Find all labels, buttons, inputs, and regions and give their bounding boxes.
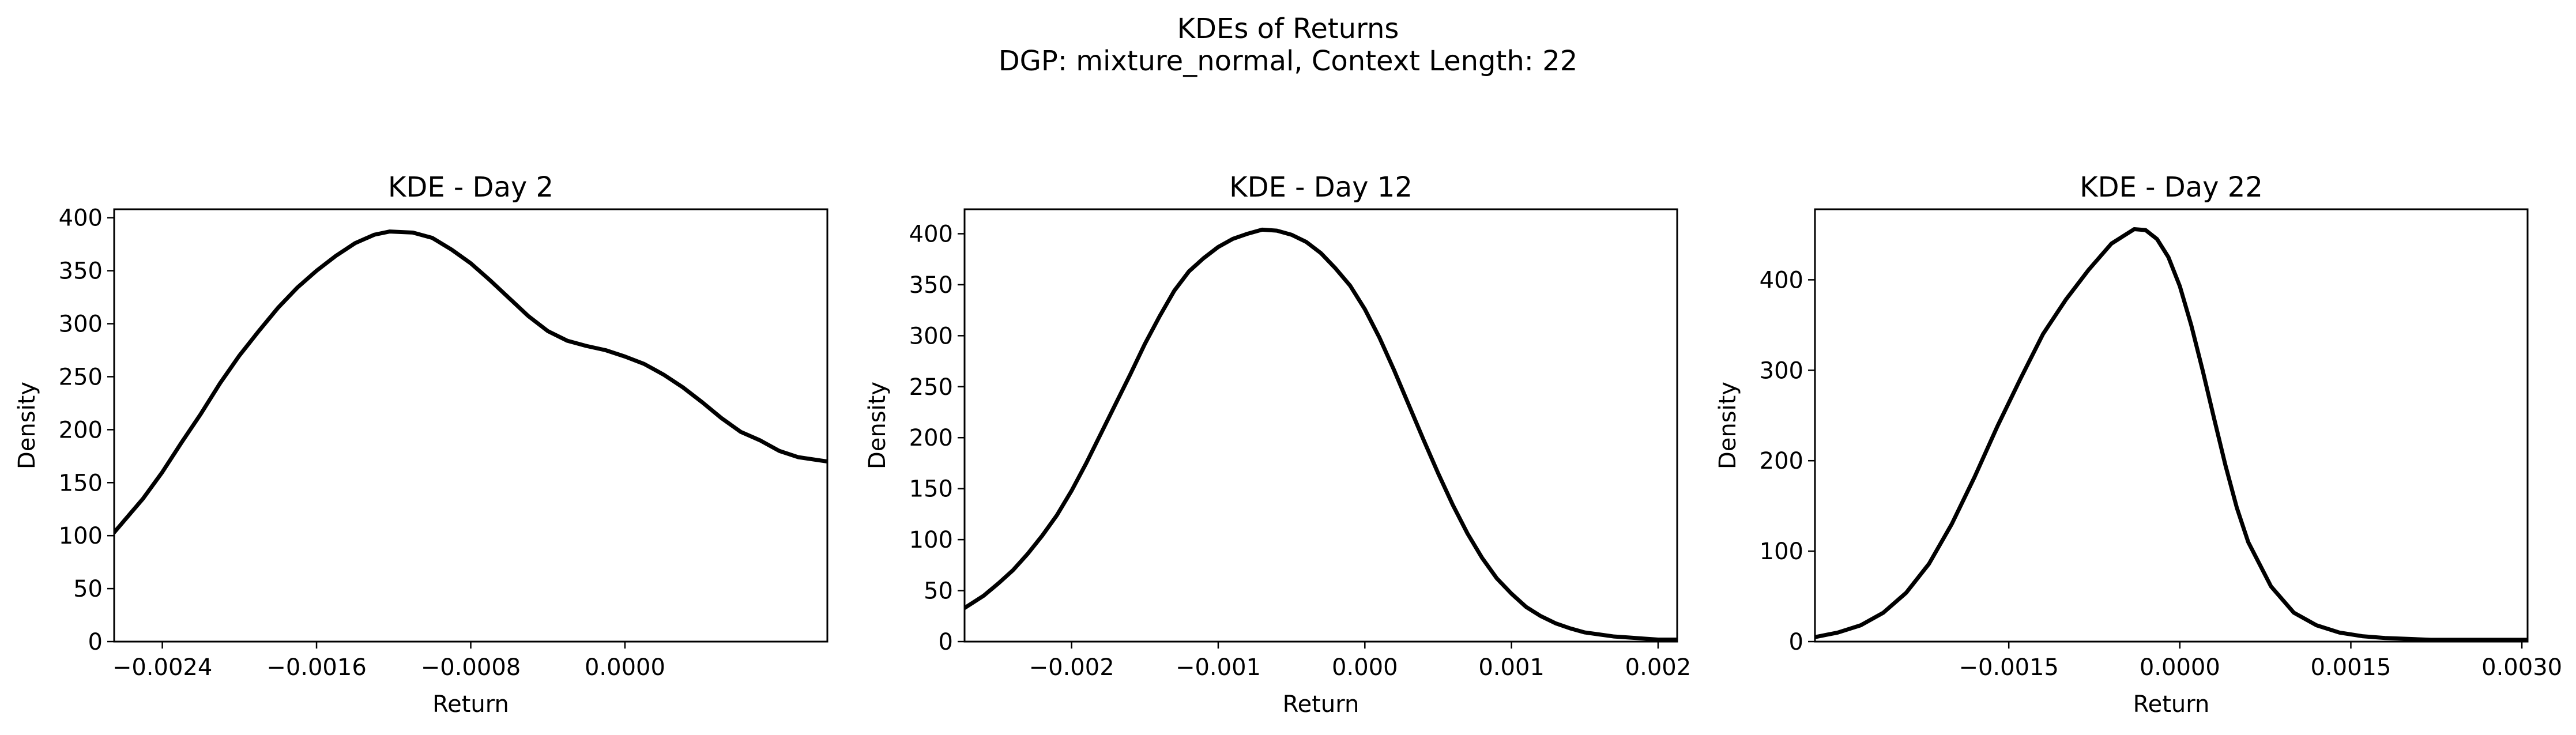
y-tick-label: 150	[59, 470, 103, 496]
y-tick-label: 100	[59, 523, 103, 549]
y-tick-label: 200	[909, 425, 953, 451]
x-tick-label: 0.0000	[585, 654, 665, 681]
y-tick-label: 400	[59, 205, 103, 232]
x-axis-label: Return	[2133, 691, 2210, 718]
y-axis-label: Density	[1715, 382, 1741, 469]
kde-series-line	[114, 229, 827, 535]
x-tick-label: −0.0015	[1959, 654, 2058, 681]
subplot-3: −0.0015 0.0000 0.0015 0.0030 0 100 200 300 400 KD…	[1715, 171, 2562, 718]
x-tick-label: −0.001	[1176, 654, 1261, 681]
x-tick-label: 0.000	[1332, 654, 1398, 681]
y-tick-label: 250	[59, 364, 103, 390]
y-tick-label: 0	[1789, 629, 1803, 655]
y-tick-label: 400	[1760, 267, 1803, 293]
axes-frame	[1814, 208, 2529, 643]
x-tick-label: −0.0016	[266, 654, 366, 681]
y-tick-label: 150	[909, 476, 953, 503]
y-tick-label: 0	[939, 629, 953, 655]
x-tick-label: 0.001	[1478, 654, 1545, 681]
subplot-title: KDE - Day 2	[388, 171, 553, 203]
y-axis-label: Density	[864, 382, 891, 469]
subplot-1: −0.0024 −0.0016 −0.0008 0.0000 0 50 100 150 200 2…	[14, 171, 828, 718]
x-tick-label: −0.0024	[112, 654, 212, 681]
y-tick-label: 250	[909, 374, 953, 401]
subplots-group: −0.0024 −0.0016 −0.0008 0.00000501001502002…	[14, 171, 2562, 718]
y-tick-label: 300	[59, 311, 103, 338]
y-tick-label: 300	[1760, 357, 1803, 384]
kde-series-line	[965, 227, 1677, 642]
x-axis-label: Return	[1283, 691, 1359, 718]
y-axis-label: Density	[14, 382, 40, 469]
y-tick-label: 100	[909, 527, 953, 553]
figure-title-line1: KDEs of Returns	[1177, 13, 1399, 45]
y-tick-label: 50	[73, 576, 103, 602]
y-tick-label: 300	[909, 323, 953, 349]
x-tick-label: 0.002	[1625, 654, 1692, 681]
y-tick-label: 350	[59, 258, 103, 285]
subplot-2: −0.002 −0.001 0.000 0.001 0.002 0 50 100 150 200 2…	[864, 171, 1691, 718]
y-tick-label: 200	[59, 417, 103, 443]
subplot-title: KDE - Day 22	[2080, 171, 2263, 203]
x-tick-label: 0.0015	[2310, 654, 2391, 681]
x-tick-label: −0.002	[1029, 654, 1114, 681]
x-tick-label: 0.0030	[2481, 654, 2562, 681]
subplot-title: KDE - Day 12	[1229, 171, 1413, 203]
axes-frame	[963, 208, 1678, 643]
x-tick-label: 0.0000	[2140, 654, 2220, 681]
y-tick-label: 400	[909, 221, 953, 247]
y-tick-label: 50	[924, 578, 953, 605]
y-tick-label: 100	[1760, 538, 1803, 565]
y-tick-label: 200	[1760, 448, 1803, 474]
y-tick-label: 0	[88, 629, 103, 655]
kde-series-line	[1815, 227, 2528, 642]
x-axis-label: Return	[432, 691, 509, 718]
y-tick-label: 350	[909, 272, 953, 299]
figure-title-line2: DGP: mixture_normal, Context Length: 22	[999, 45, 1578, 77]
x-tick-label: −0.0008	[421, 654, 521, 681]
